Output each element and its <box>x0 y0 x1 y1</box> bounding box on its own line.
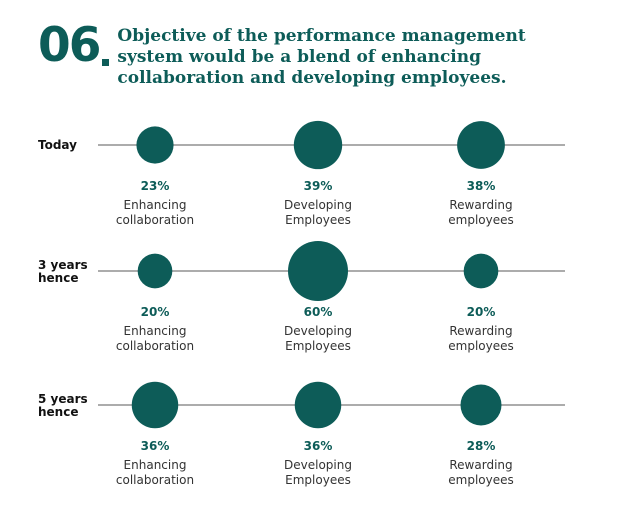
value-label: 60% <box>304 305 333 319</box>
category-label: Rewarding <box>449 324 512 338</box>
bubble <box>294 381 342 429</box>
category-label: employees <box>448 339 513 353</box>
category-label: Developing <box>284 198 352 212</box>
row-label: hence <box>38 271 78 285</box>
page-title: Objective of the performance management … <box>117 26 526 88</box>
bubble <box>288 241 348 301</box>
category-label: employees <box>448 473 513 487</box>
category-label: collaboration <box>116 473 194 487</box>
row-label: hence <box>38 405 78 419</box>
value-label: 36% <box>304 439 333 453</box>
value-label: 39% <box>304 179 333 193</box>
bubble <box>131 381 179 429</box>
value-label: 36% <box>141 439 170 453</box>
header: 06 Objective of the performance manageme… <box>38 18 587 89</box>
section-dot <box>102 59 110 66</box>
category-label: Employees <box>285 213 351 227</box>
category-label: Employees <box>285 339 351 353</box>
bubble <box>293 120 343 170</box>
row-label: 5 years <box>38 392 88 406</box>
category-label: Rewarding <box>449 458 512 472</box>
value-label: 20% <box>141 305 170 319</box>
category-label: employees <box>448 213 513 227</box>
bubble <box>463 253 499 289</box>
value-label: 28% <box>467 439 496 453</box>
category-label: Rewarding <box>449 198 512 212</box>
bubble <box>136 126 174 164</box>
category-label: Employees <box>285 473 351 487</box>
section-number: 06 <box>38 18 101 73</box>
row-label: Today <box>38 138 77 152</box>
category-label: collaboration <box>116 213 194 227</box>
category-label: Enhancing <box>124 458 187 472</box>
category-label: collaboration <box>116 339 194 353</box>
row-label: 3 years <box>38 258 88 272</box>
bubble <box>137 253 173 289</box>
category-label: Enhancing <box>124 198 187 212</box>
value-label: 20% <box>467 305 496 319</box>
bubble <box>457 121 505 169</box>
category-label: Enhancing <box>124 324 187 338</box>
bubble <box>460 384 502 426</box>
value-label: 23% <box>141 179 170 193</box>
value-label: 38% <box>467 179 496 193</box>
category-label: Developing <box>284 458 352 472</box>
category-label: Developing <box>284 324 352 338</box>
